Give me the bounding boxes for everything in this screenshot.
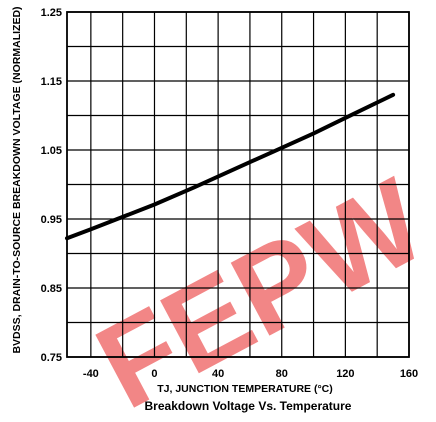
- tick-labels: -40 0 40 80 120 160 0.75 0.85 0.95 1.05 1.15 1.25: [41, 7, 419, 380]
- x-tick-label: 160: [400, 368, 418, 380]
- series-line: [65, 92, 396, 241]
- x-tick-label: 80: [276, 368, 288, 380]
- x-tick-label: -40: [83, 368, 99, 380]
- y-tick-label: 1.05: [41, 145, 62, 157]
- x-tick-label: 120: [336, 368, 354, 380]
- series-line-group: [65, 92, 396, 241]
- x-tick-label: 0: [151, 368, 157, 380]
- grid: [66, 11, 410, 358]
- watermark-text: FEPW: [76, 153, 436, 417]
- y-tick-label: 0.95: [41, 214, 62, 226]
- y-tick-label: 0.75: [41, 352, 62, 364]
- y-tick-label: 1.15: [41, 76, 62, 88]
- y-axis-label: BVDSS, DRAIN-TO-SOURCE BREAKDOWN VOLTAGE…: [11, 6, 23, 353]
- x-axis-label: TJ, JUNCTION TEMPERATURE (°C): [157, 383, 333, 395]
- y-tick-label: 1.25: [41, 7, 62, 19]
- watermark: FEPW: [76, 153, 436, 422]
- y-tick-label: 0.85: [41, 283, 62, 295]
- chart-caption: Breakdown Voltage Vs. Temperature: [145, 399, 352, 413]
- x-tick-label: 40: [212, 368, 224, 380]
